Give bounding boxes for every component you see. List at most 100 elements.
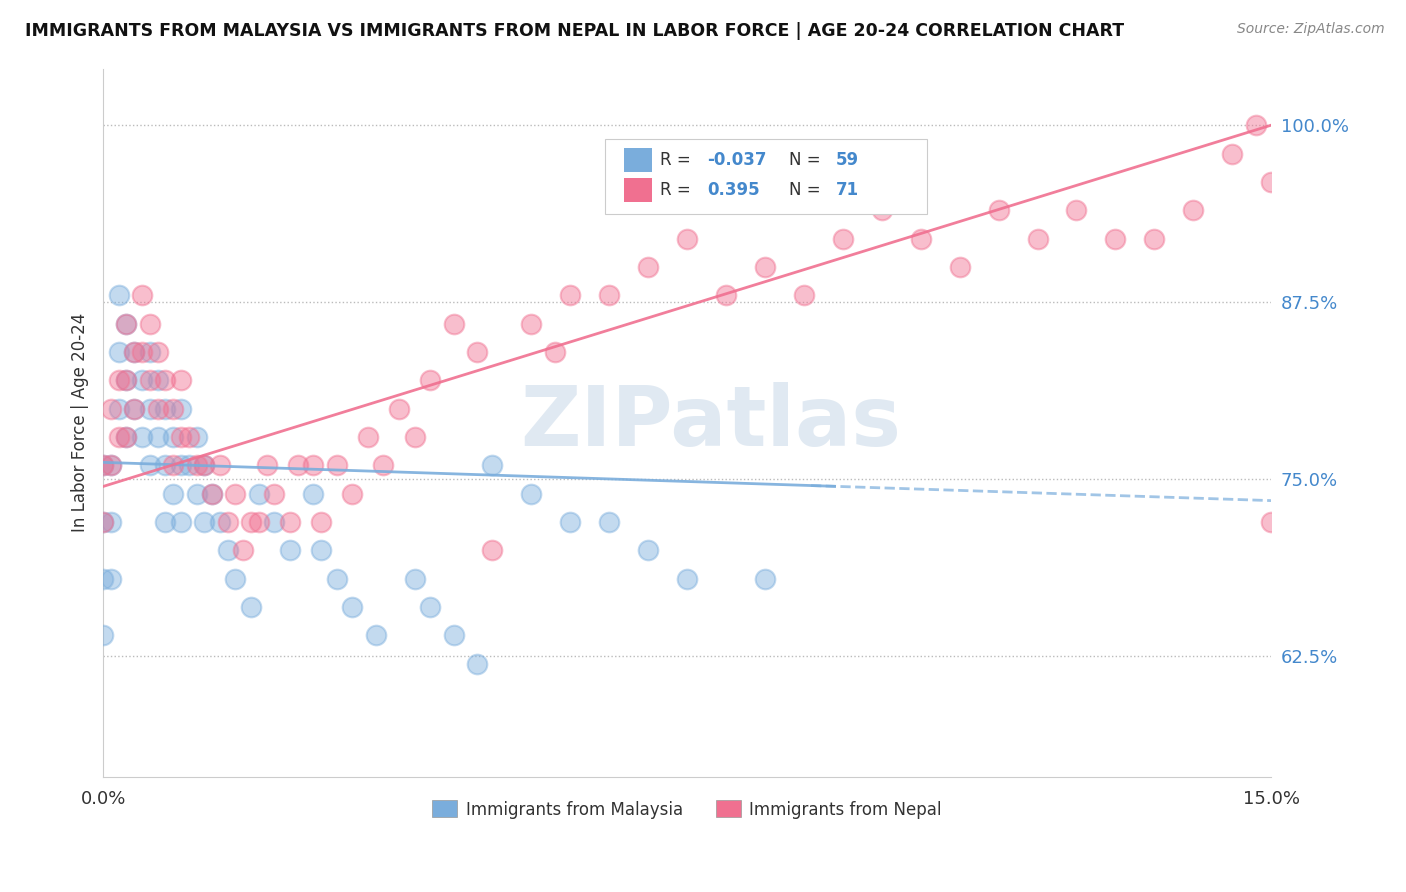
Point bbox=[520, 317, 543, 331]
Point bbox=[115, 430, 138, 444]
Point bbox=[139, 373, 162, 387]
Text: IMMIGRANTS FROM MALAYSIA VS IMMIGRANTS FROM NEPAL IN LABOR FORCE | AGE 20-24 COR: IMMIGRANTS FROM MALAYSIA VS IMMIGRANTS F… bbox=[25, 22, 1125, 40]
Legend: Immigrants from Malaysia, Immigrants from Nepal: Immigrants from Malaysia, Immigrants fro… bbox=[426, 794, 949, 825]
Point bbox=[170, 430, 193, 444]
Point bbox=[224, 572, 246, 586]
Text: 59: 59 bbox=[835, 151, 859, 169]
Point bbox=[115, 317, 138, 331]
Point bbox=[676, 231, 699, 245]
Point bbox=[263, 486, 285, 500]
Point bbox=[232, 543, 254, 558]
Point bbox=[91, 458, 114, 473]
Point bbox=[302, 486, 325, 500]
Point bbox=[91, 572, 114, 586]
Point bbox=[1143, 231, 1166, 245]
Point bbox=[754, 572, 776, 586]
Point bbox=[342, 486, 364, 500]
Point bbox=[754, 260, 776, 274]
Point bbox=[357, 430, 380, 444]
Point bbox=[637, 260, 659, 274]
Point bbox=[100, 401, 122, 416]
Point bbox=[100, 572, 122, 586]
Text: 0.395: 0.395 bbox=[707, 181, 759, 199]
FancyBboxPatch shape bbox=[624, 148, 652, 172]
Point bbox=[155, 373, 177, 387]
Point bbox=[91, 628, 114, 642]
Point bbox=[287, 458, 309, 473]
Point bbox=[131, 288, 153, 302]
Point bbox=[342, 599, 364, 614]
Point bbox=[100, 458, 122, 473]
Point bbox=[155, 401, 177, 416]
Point bbox=[115, 317, 138, 331]
Point bbox=[139, 401, 162, 416]
Point bbox=[107, 401, 129, 416]
Point bbox=[1182, 203, 1205, 218]
Point bbox=[544, 344, 567, 359]
Point bbox=[100, 515, 122, 529]
Point bbox=[1026, 231, 1049, 245]
Point bbox=[1066, 203, 1088, 218]
Point bbox=[247, 486, 270, 500]
Point bbox=[465, 657, 488, 671]
Point bbox=[910, 231, 932, 245]
Text: Source: ZipAtlas.com: Source: ZipAtlas.com bbox=[1237, 22, 1385, 37]
Point bbox=[560, 515, 582, 529]
Point bbox=[186, 458, 208, 473]
Point bbox=[443, 317, 465, 331]
Point bbox=[170, 458, 193, 473]
Point bbox=[115, 373, 138, 387]
Point bbox=[146, 430, 169, 444]
Point bbox=[139, 344, 162, 359]
Point bbox=[481, 543, 503, 558]
Point bbox=[131, 373, 153, 387]
Point bbox=[560, 288, 582, 302]
Point bbox=[208, 515, 231, 529]
Point bbox=[520, 486, 543, 500]
Point bbox=[278, 515, 301, 529]
Point bbox=[240, 599, 263, 614]
Point bbox=[186, 430, 208, 444]
Point bbox=[170, 373, 193, 387]
Point bbox=[217, 515, 239, 529]
Point bbox=[124, 401, 146, 416]
Point bbox=[107, 430, 129, 444]
Point bbox=[107, 288, 129, 302]
Point bbox=[419, 373, 441, 387]
Point bbox=[949, 260, 972, 274]
Point bbox=[146, 344, 169, 359]
Point bbox=[247, 515, 270, 529]
Point bbox=[256, 458, 278, 473]
Text: N =: N = bbox=[789, 181, 825, 199]
Point bbox=[404, 430, 426, 444]
Point bbox=[155, 458, 177, 473]
Point bbox=[186, 486, 208, 500]
Point bbox=[139, 458, 162, 473]
Point bbox=[1260, 175, 1282, 189]
Point bbox=[115, 373, 138, 387]
Point bbox=[598, 288, 620, 302]
Point bbox=[91, 515, 114, 529]
Point bbox=[1244, 118, 1267, 132]
Point bbox=[193, 515, 215, 529]
Point bbox=[224, 486, 246, 500]
Point bbox=[115, 430, 138, 444]
Point bbox=[193, 458, 215, 473]
Point bbox=[1220, 146, 1243, 161]
Point bbox=[124, 401, 146, 416]
Point bbox=[162, 486, 184, 500]
Point bbox=[139, 317, 162, 331]
Point bbox=[793, 288, 815, 302]
Point bbox=[100, 458, 122, 473]
Point bbox=[208, 458, 231, 473]
Point bbox=[131, 344, 153, 359]
Point bbox=[193, 458, 215, 473]
Point bbox=[987, 203, 1010, 218]
Point bbox=[162, 458, 184, 473]
Point bbox=[1104, 231, 1126, 245]
Point bbox=[107, 373, 129, 387]
Point bbox=[465, 344, 488, 359]
Point bbox=[146, 373, 169, 387]
Point bbox=[146, 401, 169, 416]
Point bbox=[177, 458, 200, 473]
